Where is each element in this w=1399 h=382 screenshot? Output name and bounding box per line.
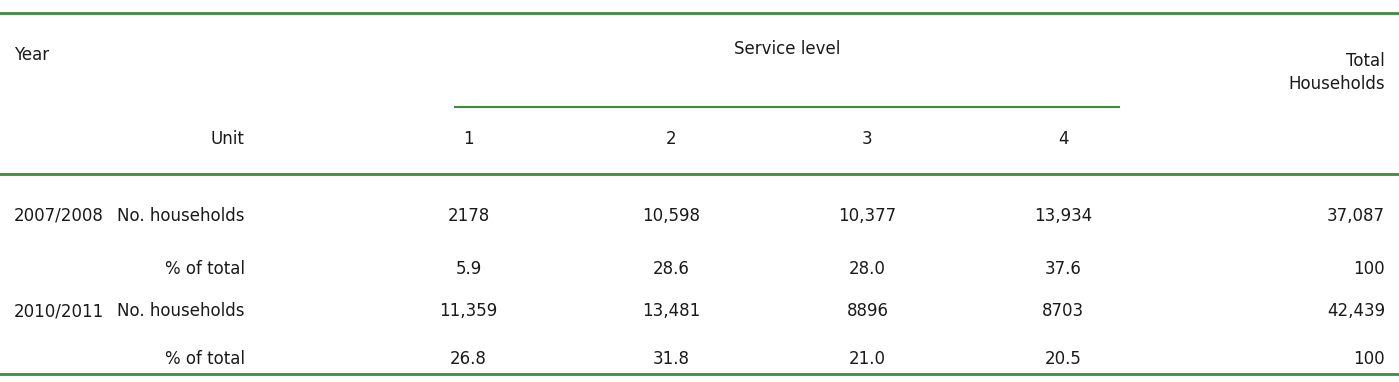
Text: 42,439: 42,439 [1326,302,1385,320]
Text: 100: 100 [1353,350,1385,368]
Text: 28.0: 28.0 [849,260,886,278]
Text: 31.8: 31.8 [653,350,690,368]
Text: 2010/2011: 2010/2011 [14,302,105,320]
Text: 3: 3 [862,130,873,149]
Text: 100: 100 [1353,260,1385,278]
Text: 4: 4 [1058,130,1069,149]
Text: 2007/2008: 2007/2008 [14,207,104,225]
Text: Unit: Unit [211,130,245,149]
Text: No. households: No. households [118,302,245,320]
Text: % of total: % of total [165,350,245,368]
Text: % of total: % of total [165,260,245,278]
Text: 26.8: 26.8 [450,350,487,368]
Text: 11,359: 11,359 [439,302,498,320]
Text: 2178: 2178 [448,207,490,225]
Text: 20.5: 20.5 [1045,350,1081,368]
Text: Year: Year [14,46,49,64]
Text: 37.6: 37.6 [1045,260,1081,278]
Text: 10,598: 10,598 [642,207,701,225]
Text: No. households: No. households [118,207,245,225]
Text: 8896: 8896 [846,302,888,320]
Text: 10,377: 10,377 [838,207,897,225]
Text: 13,481: 13,481 [642,302,701,320]
Text: Service level: Service level [733,40,841,58]
Text: 37,087: 37,087 [1328,207,1385,225]
Text: 1: 1 [463,130,474,149]
Text: 8703: 8703 [1042,302,1084,320]
Text: 21.0: 21.0 [849,350,886,368]
Text: Total
Households: Total Households [1288,52,1385,93]
Text: 13,934: 13,934 [1034,207,1093,225]
Text: 2: 2 [666,130,677,149]
Text: 28.6: 28.6 [653,260,690,278]
Text: 5.9: 5.9 [456,260,481,278]
